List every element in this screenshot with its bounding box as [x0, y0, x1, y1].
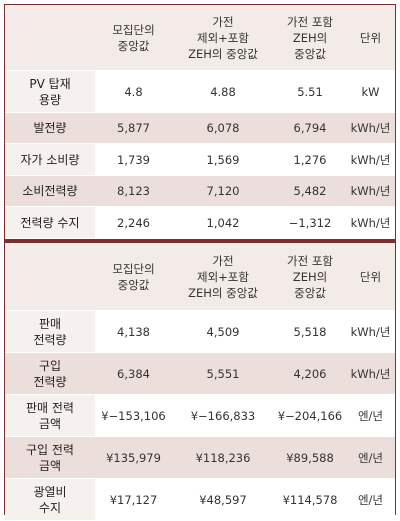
table-row: 광열비 수지 ¥17,127 ¥48,597 ¥114,578 엔/년: [5, 479, 395, 521]
cell-value: ¥135,979: [95, 437, 172, 479]
h2-3: 단위: [359, 269, 382, 284]
cell-value: 6,078: [172, 113, 274, 144]
header-zeh-excl-incl-median: 가전 제외+포함 ZEH의 중앙값: [172, 243, 274, 311]
cell-value: ¥17,127: [95, 479, 172, 521]
cell-value: ¥−204,166: [274, 395, 346, 437]
header-zeh-excl-incl-median: 가전 제외+포함 ZEH의 중앙값: [172, 5, 274, 71]
cell-unit: kWh/년: [346, 207, 395, 239]
cell-value: 5,482: [274, 176, 346, 207]
cell-value: 5.51: [274, 71, 346, 113]
h2-0: 모집단의 중앙값: [112, 261, 155, 292]
row-label: 판매 전력 금액: [5, 395, 95, 437]
row-label: 전력량 수지: [5, 207, 95, 239]
cell-value: 4,509: [172, 311, 274, 353]
cell-value: 6,794: [274, 113, 346, 144]
table-header-row: 모집단의 중앙값 가전 제외+포함 ZEH의 중앙값 가전 포함 ZEH의 중앙…: [5, 243, 395, 311]
header-zeh-incl-median: 가전 포함 ZEH의 중앙값: [274, 5, 346, 71]
header-blank-cell: [5, 5, 95, 71]
row-label: 구입 전력량: [5, 353, 95, 395]
table-row: 전력량 수지 2,246 1,042 −1,312 kWh/년: [5, 207, 395, 239]
cell-value: 7,120: [172, 176, 274, 207]
h1-2: 가전 포함 ZEH의 중앙값: [287, 14, 333, 61]
header-population-median: 모집단의 중앙값: [95, 243, 172, 311]
cell-value: 1,739: [95, 144, 172, 176]
cell-value: 5,877: [95, 113, 172, 144]
comparison-panel: 모집단의 중앙값 가전 제외+포함 ZEH의 중앙값 가전 포함 ZEH의 중앙…: [4, 4, 396, 521]
table-row: 구입 전력 금액 ¥135,979 ¥118,236 ¥89,588 엔/년: [5, 437, 395, 479]
row-label: PV 탑재 용량: [5, 71, 95, 113]
table-row: 구입 전력량 6,384 5,551 4,206 kWh/년: [5, 353, 395, 395]
cell-unit: kWh/년: [346, 176, 395, 207]
h1-0: 모집단의 중앙값: [112, 22, 155, 53]
header-blank-cell: [5, 243, 95, 311]
header-zeh-incl-median: 가전 포함 ZEH의 중앙값: [274, 243, 346, 311]
cell-unit: 엔/년: [346, 395, 395, 437]
h1-3: 단위: [359, 30, 382, 45]
energy-table: 모집단의 중앙값 가전 제외+포함 ZEH의 중앙값 가전 포함 ZEH의 중앙…: [5, 5, 395, 239]
row-label: 광열비 수지: [5, 479, 95, 521]
cell-value: 8,123: [95, 176, 172, 207]
h2-2: 가전 포함 ZEH의 중앙값: [287, 253, 333, 300]
table-row: 판매 전력량 4,138 4,509 5,518 kWh/년: [5, 311, 395, 353]
cell-unit: 엔/년: [346, 479, 395, 521]
cost-table: 모집단의 중앙값 가전 제외+포함 ZEH의 중앙값 가전 포함 ZEH의 중앙…: [5, 243, 395, 521]
cell-value: −1,312: [274, 207, 346, 239]
cell-value: 1,042: [172, 207, 274, 239]
cell-value: 5,518: [274, 311, 346, 353]
row-label: 자가 소비량: [5, 144, 95, 176]
cell-value: 2,246: [95, 207, 172, 239]
cell-value: ¥118,236: [172, 437, 274, 479]
header-unit: 단위: [346, 5, 395, 71]
cell-value: 4,206: [274, 353, 346, 395]
header-unit: 단위: [346, 243, 395, 311]
cell-unit: kWh/년: [346, 353, 395, 395]
header-population-median: 모집단의 중앙값: [95, 5, 172, 71]
table-divider: [5, 239, 395, 243]
cell-value: 6,384: [95, 353, 172, 395]
cell-value: ¥114,578: [274, 479, 346, 521]
table-row: PV 탑재 용량 4.8 4.88 5.51 kW: [5, 71, 395, 113]
row-label: 소비전력량: [5, 176, 95, 207]
cell-unit: kW: [346, 71, 395, 113]
row-label: 발전량: [5, 113, 95, 144]
cell-value: ¥89,588: [274, 437, 346, 479]
h2-1: 가전 제외+포함 ZEH의 중앙값: [188, 253, 258, 300]
cell-value: 1,569: [172, 144, 274, 176]
cell-unit: 엔/년: [346, 437, 395, 479]
row-label: 구입 전력 금액: [5, 437, 95, 479]
table-row: 발전량 5,877 6,078 6,794 kWh/년: [5, 113, 395, 144]
table-row: 자가 소비량 1,739 1,569 1,276 kWh/년: [5, 144, 395, 176]
cell-value: 1,276: [274, 144, 346, 176]
cell-unit: kWh/년: [346, 311, 395, 353]
cell-unit: kWh/년: [346, 144, 395, 176]
cell-value: 4.8: [95, 71, 172, 113]
row-label: 판매 전력량: [5, 311, 95, 353]
table-row: 판매 전력 금액 ¥−153,106 ¥−166,833 ¥−204,166 엔…: [5, 395, 395, 437]
table-row: 소비전력량 8,123 7,120 5,482 kWh/년: [5, 176, 395, 207]
cell-value: 4,138: [95, 311, 172, 353]
table-header-row: 모집단의 중앙값 가전 제외+포함 ZEH의 중앙값 가전 포함 ZEH의 중앙…: [5, 5, 395, 71]
cell-value: ¥−153,106: [95, 395, 172, 437]
cell-value: ¥48,597: [172, 479, 274, 521]
cell-unit: kWh/년: [346, 113, 395, 144]
h1-1: 가전 제외+포함 ZEH의 중앙값: [188, 14, 258, 61]
cell-value: 4.88: [172, 71, 274, 113]
cell-value: 5,551: [172, 353, 274, 395]
cell-value: ¥−166,833: [172, 395, 274, 437]
